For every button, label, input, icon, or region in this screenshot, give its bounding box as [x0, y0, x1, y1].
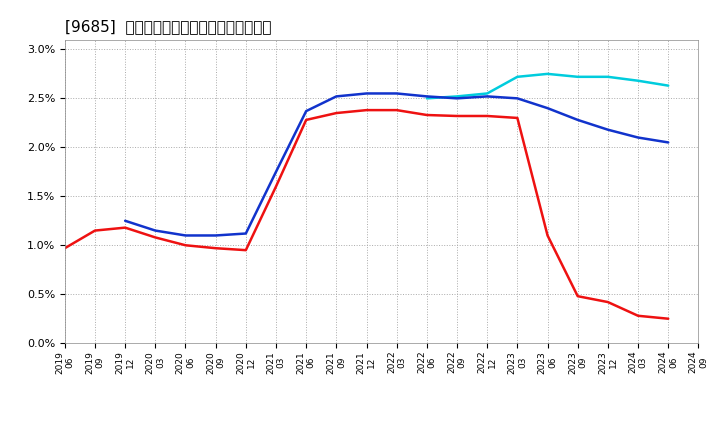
5年 — [271, 169, 280, 174]
3年 — [362, 107, 371, 113]
7年 — [664, 83, 672, 88]
5年 — [453, 96, 462, 101]
5年 — [121, 218, 130, 224]
3年 — [543, 233, 552, 238]
3年 — [151, 235, 160, 240]
5年 — [241, 231, 250, 236]
3年 — [212, 246, 220, 251]
5年 — [603, 127, 612, 132]
3年 — [573, 293, 582, 299]
3年 — [302, 117, 310, 123]
5年 — [332, 94, 341, 99]
3年 — [483, 114, 492, 119]
5年 — [513, 96, 522, 101]
3年 — [241, 248, 250, 253]
5年 — [543, 106, 552, 111]
3年 — [332, 110, 341, 116]
3年 — [603, 300, 612, 305]
3年 — [121, 225, 130, 230]
7年 — [453, 94, 462, 99]
5年 — [362, 91, 371, 96]
3年 — [181, 242, 190, 248]
5年 — [392, 91, 401, 96]
7年 — [634, 78, 642, 83]
Line: 7年: 7年 — [427, 74, 668, 99]
Line: 3年: 3年 — [65, 110, 668, 319]
3年 — [513, 115, 522, 121]
3年 — [664, 316, 672, 321]
5年 — [212, 233, 220, 238]
5年 — [151, 228, 160, 233]
3年 — [392, 107, 401, 113]
Line: 5年: 5年 — [125, 93, 668, 235]
3年 — [60, 246, 69, 251]
5年 — [302, 108, 310, 114]
5年 — [423, 94, 431, 99]
5年 — [573, 117, 582, 123]
7年 — [483, 91, 492, 96]
5年 — [634, 135, 642, 140]
5年 — [483, 94, 492, 99]
5年 — [181, 233, 190, 238]
Text: [9685]  経常利益マージンの標準偏差の推移: [9685] 経常利益マージンの標準偏差の推移 — [65, 19, 271, 34]
3年 — [634, 313, 642, 319]
7年 — [423, 96, 431, 101]
7年 — [543, 71, 552, 77]
5年 — [664, 140, 672, 145]
3年 — [423, 112, 431, 117]
7年 — [603, 74, 612, 80]
7年 — [573, 74, 582, 80]
3年 — [91, 228, 99, 233]
3年 — [453, 114, 462, 119]
3年 — [271, 184, 280, 189]
7年 — [513, 74, 522, 80]
